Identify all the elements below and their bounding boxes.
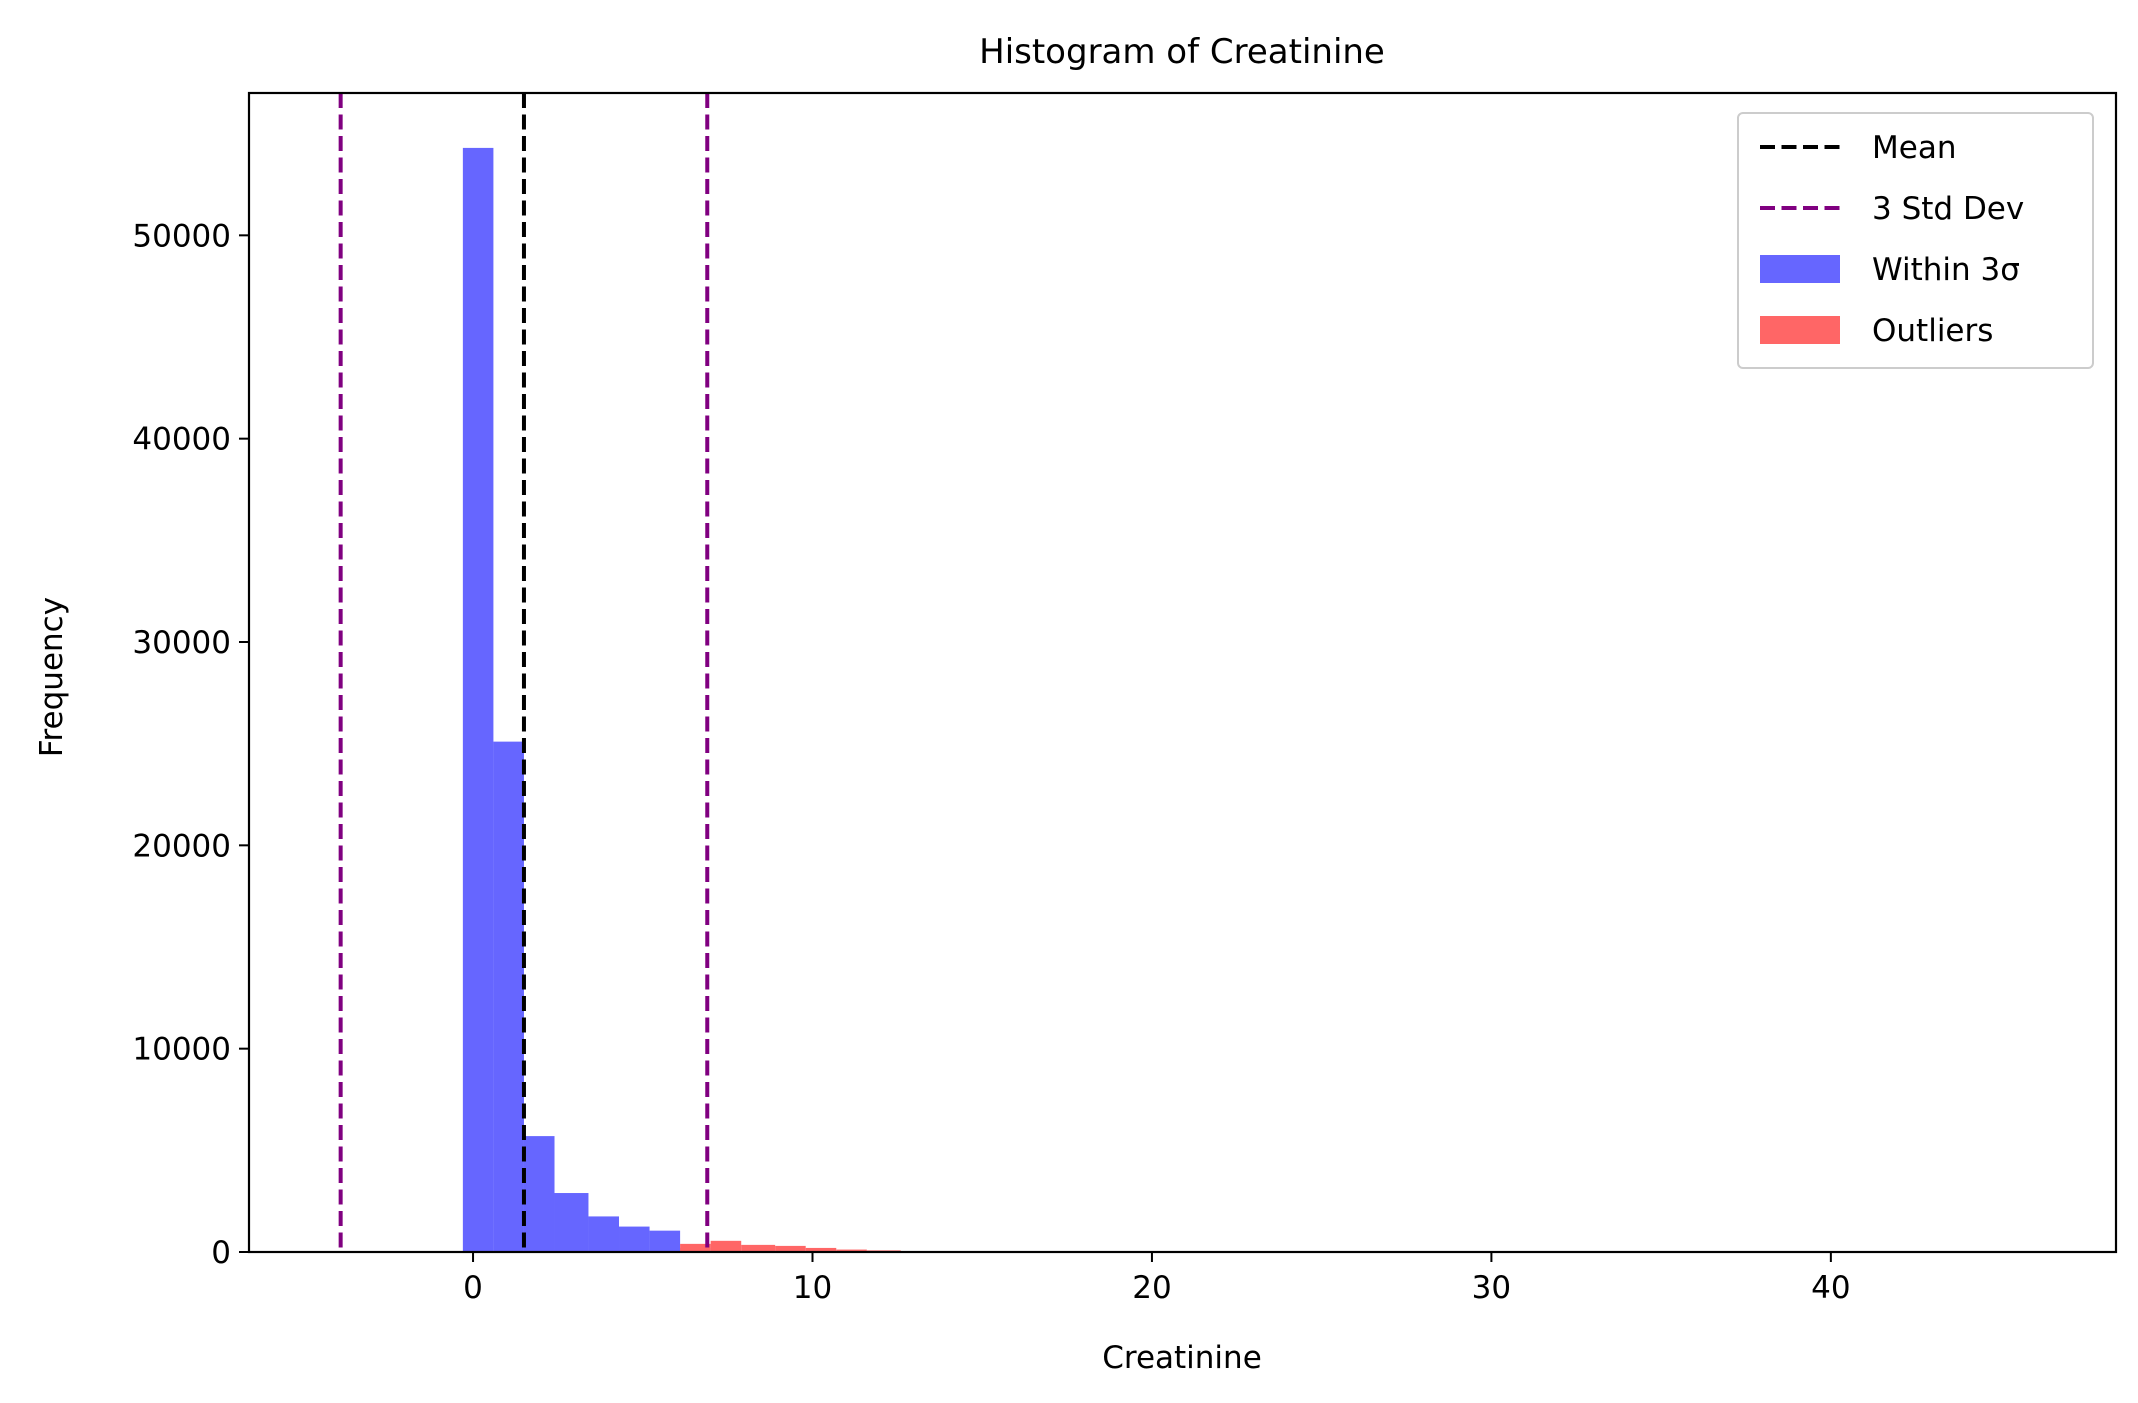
outlier-bar-5 — [836, 1249, 867, 1252]
y-tick-label-1: 10000 — [132, 1032, 231, 1068]
within-bar-2 — [523, 1136, 555, 1252]
legend-swatch-3 — [1760, 316, 1840, 344]
y-axis-ticks: 0 10000 20000 30000 40000 50000 — [132, 218, 249, 1271]
x-tick-label-0: 0 — [463, 1270, 483, 1306]
within-bar-4 — [588, 1216, 619, 1252]
legend-label-2: Within 3σ — [1872, 252, 2020, 288]
x-axis-ticks: 0 10 20 30 40 — [463, 1252, 1851, 1306]
y-axis-label: Frequency — [34, 597, 70, 757]
x-tick-label-3: 30 — [1472, 1270, 1511, 1306]
y-tick-label-5: 50000 — [132, 218, 231, 254]
legend: Mean 3 Std Dev Within 3σ Outliers — [1737, 112, 2094, 369]
within-bar-6 — [649, 1230, 681, 1252]
within-bar-5 — [619, 1226, 650, 1252]
chart-title: Histogram of Creatinine — [979, 32, 1385, 72]
legend-label-0: Mean — [1872, 130, 1956, 166]
y-tick-label-0: 0 — [211, 1235, 231, 1271]
legend-label-3: Outliers — [1872, 313, 1993, 349]
legend-swatch-2 — [1760, 255, 1840, 283]
histogram-bars — [462, 147, 1023, 1252]
plot-area-frame — [247, 91, 2118, 1254]
x-tick-label-4: 40 — [1811, 1270, 1850, 1306]
y-tick-label-3: 30000 — [132, 625, 231, 661]
y-tick-label-2: 20000 — [132, 828, 231, 864]
legend-label-1: 3 Std Dev — [1872, 191, 2024, 227]
x-tick-label-2: 20 — [1132, 1270, 1171, 1306]
within-bar-0 — [462, 147, 494, 1252]
outlier-bar-4 — [805, 1247, 837, 1252]
outlier-bar-1 — [710, 1240, 742, 1252]
legend-box — [1737, 112, 2094, 369]
y-tick-label-4: 40000 — [132, 422, 231, 458]
within-bar-1 — [493, 741, 524, 1252]
outlier-bar-3 — [775, 1245, 806, 1252]
x-tick-label-1: 10 — [793, 1270, 832, 1306]
x-axis-label: Creatinine — [1102, 1340, 1262, 1376]
within-bar-3 — [554, 1193, 589, 1252]
outlier-bar-2 — [741, 1244, 776, 1252]
outlier-bar-0 — [680, 1243, 711, 1252]
